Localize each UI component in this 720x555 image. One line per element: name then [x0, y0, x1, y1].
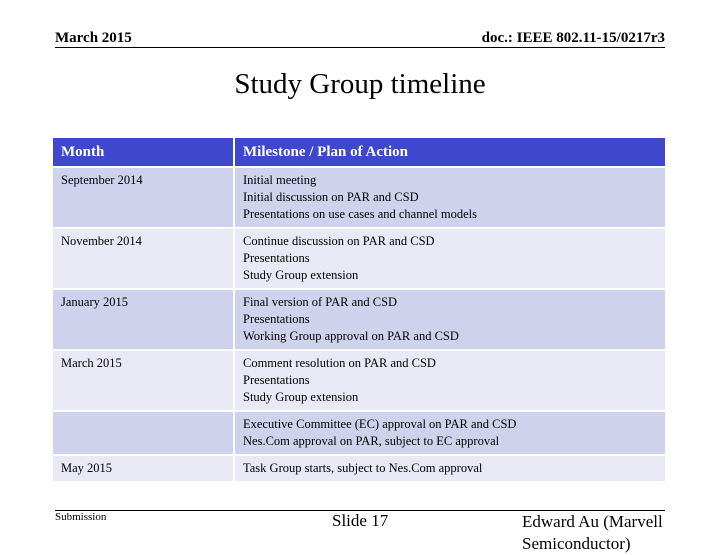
timeline-table: Month Milestone / Plan of Action Septemb…: [53, 138, 665, 483]
milestone-cell: Final version of PAR and CSD Presentation…: [235, 290, 665, 349]
milestone-line: Initial meeting: [243, 173, 317, 187]
table-row: September 2014 Initial meeting Initial dis…: [53, 168, 665, 227]
footer-center: Slide 17: [332, 511, 389, 530]
column-header: Milestone / Plan of Action: [235, 138, 665, 166]
milestone-line: Executive Committee (EC) approval on PAR…: [243, 417, 517, 431]
table-row: May 2015 Task Group starts, subject to Ne…: [53, 456, 665, 481]
milestone-line: Presentations on use cases and channel m…: [243, 207, 477, 221]
milestone-line: Study Group extension: [243, 390, 359, 404]
month-cell: [53, 412, 233, 454]
table-row: November 2014 Continue discussion on PAR …: [53, 229, 665, 288]
month-cell: May 2015: [53, 456, 233, 481]
milestone-line: Nes.Com approval on PAR, subject to EC a…: [243, 434, 500, 448]
table-row: January 2015 Final version of PAR and CSD…: [53, 290, 665, 349]
milestone-line: Working Group approval on PAR and CSD: [243, 329, 459, 343]
header-date: March 2015: [55, 30, 132, 46]
milestone-line: Continue discussion on PAR and CSD: [243, 234, 435, 248]
header-rule: [55, 47, 665, 48]
month-cell: January 2015: [53, 290, 233, 349]
milestone-cell: Continue discussion on PAR and CSD Presen…: [235, 229, 665, 288]
footer-right: Edward Au (Marvell Semiconductor): [522, 512, 663, 553]
milestone-line: Presentations: [243, 312, 310, 326]
month-cell: September 2014: [53, 168, 233, 227]
milestone-cell: Initial meeting Initial discussion on PAR…: [235, 168, 665, 227]
table-row: Executive Committee (EC) approval on PAR…: [53, 412, 665, 454]
milestone-line: Comment resolution on PAR and CSD: [243, 356, 436, 370]
column-header: Month: [53, 138, 233, 166]
milestone-cell: Comment resolution on PAR and CSD Present…: [235, 351, 665, 410]
slide: March 2015 doc.: IEEE 802.11-15/0217r3 S…: [53, 30, 665, 553]
milestone-line: Task Group starts, subject to Nes.Com ap…: [243, 461, 483, 475]
milestone-line: Presentations: [243, 373, 310, 387]
month-cell: March 2015: [53, 351, 233, 410]
table-row: March 2015 Comment resolution on PAR and …: [53, 351, 665, 410]
footer-rule: [55, 510, 665, 511]
milestone-line: Study Group extension: [243, 268, 359, 282]
milestone-line: Initial discussion on PAR and CSD: [243, 190, 419, 204]
header-doc: doc.: IEEE 802.11-15/0217r3: [481, 30, 665, 46]
milestone-cell: Task Group starts, subject to Nes.Com ap…: [235, 456, 665, 481]
table-header: Month Milestone / Plan of Action: [53, 138, 665, 166]
footer-left: Submission: [55, 511, 107, 523]
month-cell: November 2014: [53, 229, 233, 288]
milestone-line: Presentations: [243, 251, 310, 265]
milestone-line: Final version of PAR and CSD: [243, 295, 398, 309]
milestone-cell: Executive Committee (EC) approval on PAR…: [235, 412, 665, 454]
slide-title: Study Group timeline: [234, 68, 486, 100]
